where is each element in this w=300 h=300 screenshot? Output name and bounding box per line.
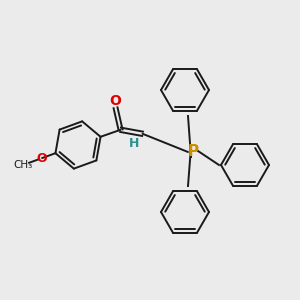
Text: H: H <box>129 137 140 150</box>
Text: P: P <box>188 145 199 160</box>
Text: O: O <box>110 94 122 108</box>
Text: CH₃: CH₃ <box>13 160 32 170</box>
Text: O: O <box>36 152 47 165</box>
